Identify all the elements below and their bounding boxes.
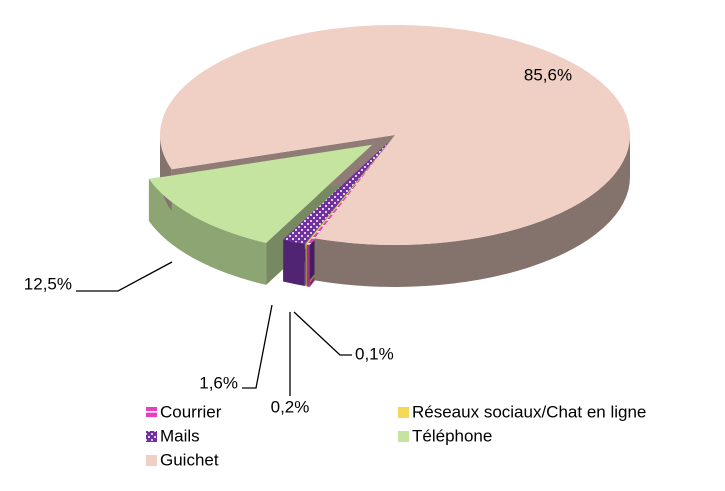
- slice: [283, 141, 390, 245]
- data-label: 12,5%: [24, 274, 72, 293]
- slice: [305, 141, 391, 245]
- leader-line: [293, 311, 352, 356]
- slice-side: [283, 239, 305, 287]
- leader-line: [76, 261, 173, 292]
- legend-label: Réseaux sociaux/Chat en ligne: [412, 402, 646, 421]
- slice-side: [306, 244, 310, 287]
- legend-marker: [398, 431, 409, 442]
- slice: [148, 144, 373, 243]
- legend-label: Téléphone: [412, 426, 492, 445]
- slice-side: [305, 244, 307, 287]
- legend-marker: [146, 431, 157, 442]
- slice: [159, 24, 630, 246]
- data-label: 0,1%: [355, 344, 394, 363]
- data-label: 1,6%: [199, 373, 238, 392]
- legend-label: Courrier: [160, 402, 222, 421]
- legend-label: Guichet: [160, 450, 219, 469]
- slice: [306, 141, 391, 245]
- legend-marker: [146, 455, 157, 466]
- slice-side: [148, 179, 267, 285]
- slice-side: [314, 135, 630, 287]
- data-label: 0,2%: [271, 397, 310, 416]
- legend-marker: [398, 407, 409, 418]
- data-label: 85,6%: [524, 65, 572, 84]
- legend-marker: [146, 407, 157, 418]
- legend-label: Mails: [160, 426, 200, 445]
- leader-line: [242, 304, 273, 389]
